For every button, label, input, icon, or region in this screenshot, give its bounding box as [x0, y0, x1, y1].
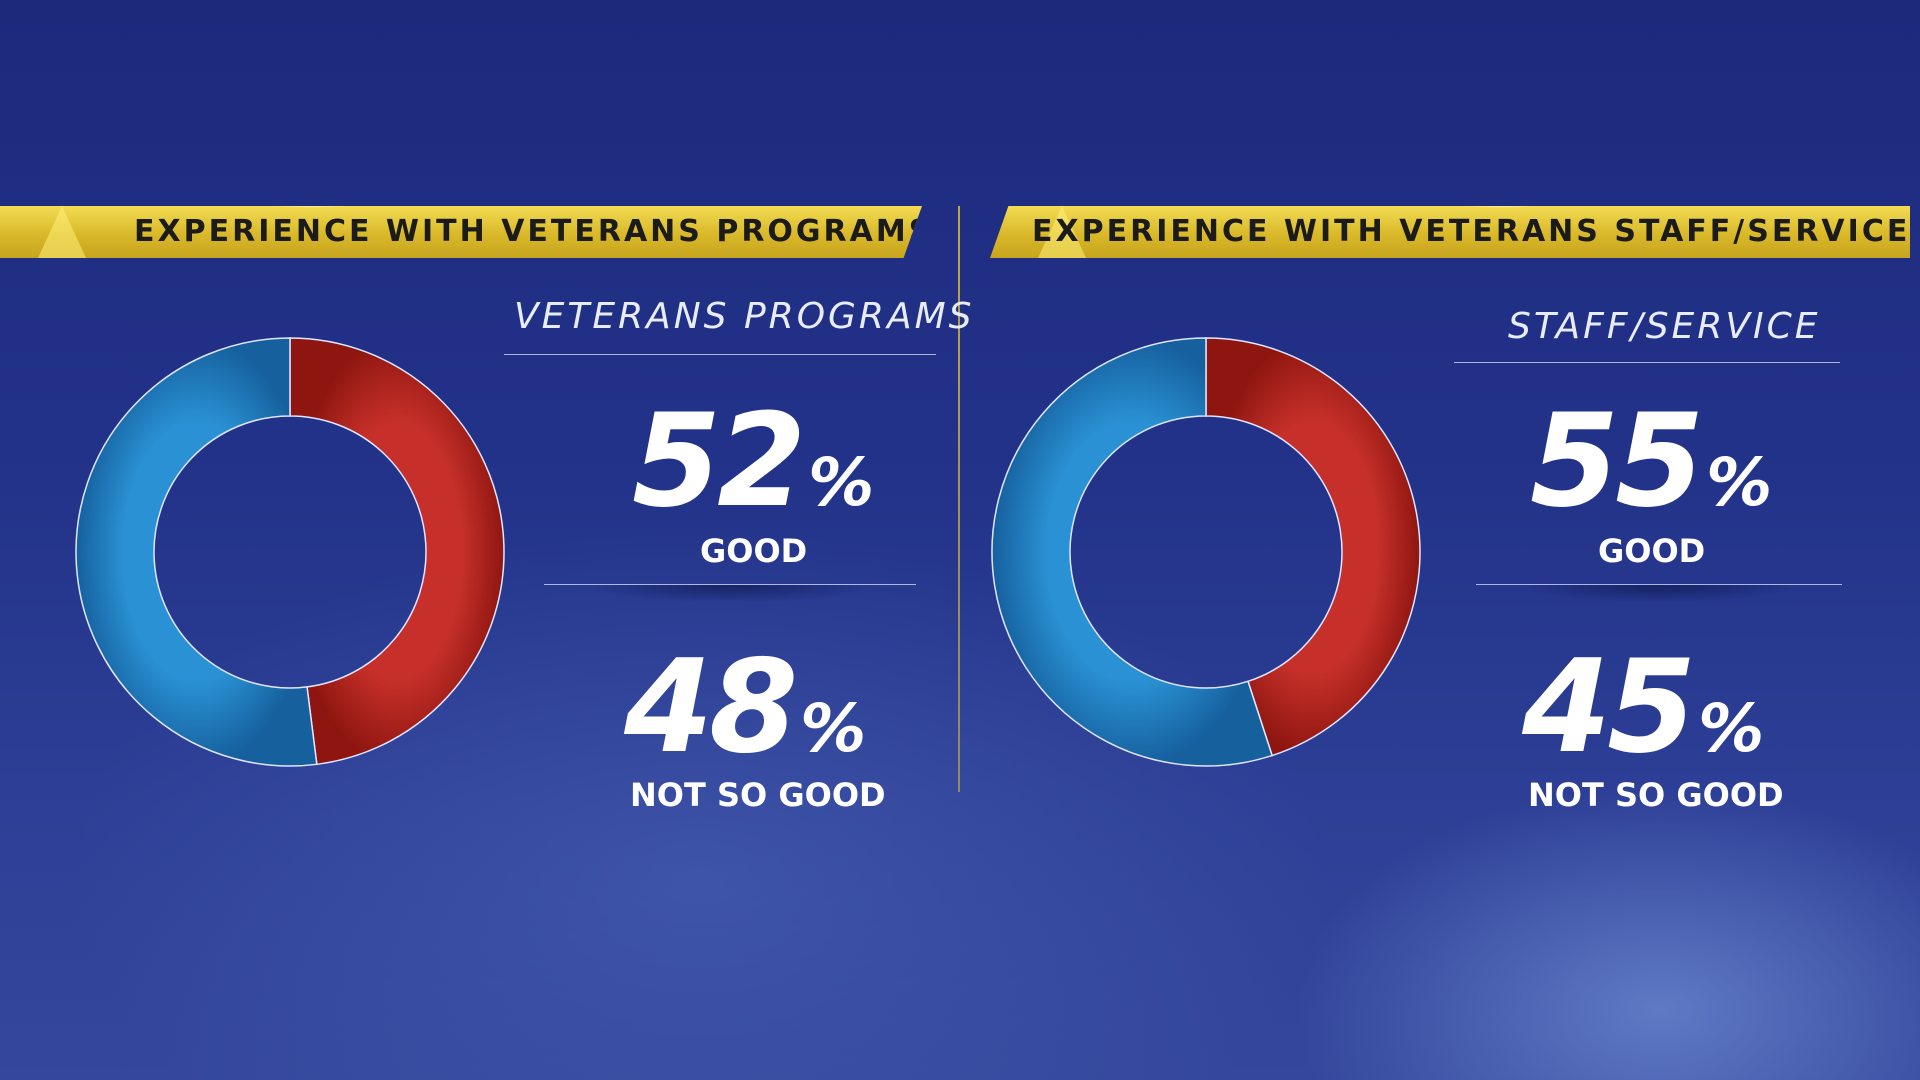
banner-glow: [270, 206, 350, 208]
good-value: 55: [1530, 387, 1704, 536]
subtitle-staff-service: STAFF/SERVICE: [1508, 306, 1821, 347]
notgood-percent-programs: 48%: [624, 644, 866, 793]
subtitle-rule: [504, 354, 936, 355]
notgood-value: 48: [624, 633, 798, 782]
notgood-label-programs: NOT SO GOOD: [630, 776, 886, 814]
stat-separator-shadow: [1516, 585, 1802, 603]
good-label-programs: GOOD: [700, 532, 808, 570]
banner-title-left: EXPERIENCE WITH VETERANS PROGRAMS: [134, 214, 934, 249]
good-label-staff: GOOD: [1598, 532, 1706, 570]
banner-triangle-accent: [1038, 206, 1086, 258]
donut-chart-programs: [75, 337, 505, 767]
donut-slice-not-so-good: [289, 337, 505, 766]
donut-slice-good: [991, 337, 1274, 767]
subtitle-programs: VETERANS PROGRAMS: [514, 296, 975, 337]
stat-separator: [544, 584, 916, 585]
notgood-label-staff: NOT SO GOOD: [1528, 776, 1784, 814]
notgood-value: 45: [1522, 633, 1696, 782]
donut-chart-staff-service: [991, 337, 1421, 767]
percent-sign: %: [1706, 444, 1773, 521]
percent-sign: %: [1698, 690, 1765, 767]
banner-right: EXPERIENCE WITH VETERANS STAFF/SERVICE: [990, 206, 1910, 258]
banner-background: [990, 206, 1910, 258]
notgood-percent-staff: 45%: [1522, 644, 1764, 793]
subtitle-rule: [1454, 362, 1840, 363]
banner-triangle-accent: [38, 206, 86, 258]
banner-title-right: EXPERIENCE WITH VETERANS STAFF/SERVICE: [1032, 214, 1911, 249]
banner-glow: [1460, 206, 1540, 208]
stat-separator-shadow: [584, 585, 876, 603]
percent-sign: %: [808, 444, 875, 521]
good-value: 52: [632, 387, 806, 536]
banner-left: EXPERIENCE WITH VETERANS PROGRAMS: [0, 206, 922, 258]
panel-divider: [958, 206, 960, 792]
donut-slice-not-so-good: [1205, 337, 1421, 757]
good-percent-staff: 55%: [1530, 398, 1772, 547]
donut-slice-good: [75, 337, 318, 767]
percent-sign: %: [800, 690, 867, 767]
banner-background: [0, 206, 922, 258]
stat-separator: [1476, 584, 1842, 585]
good-percent-programs: 52%: [632, 398, 874, 547]
